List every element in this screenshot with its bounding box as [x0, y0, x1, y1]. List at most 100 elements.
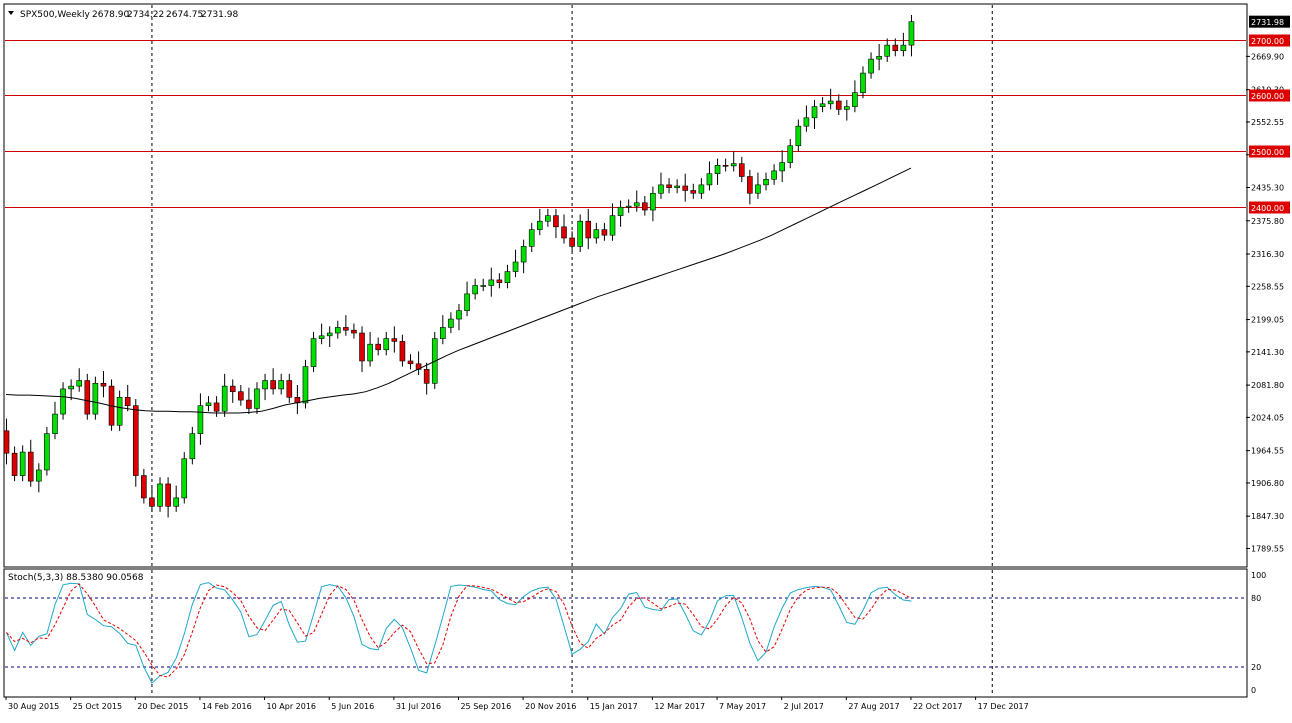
candle-body[interactable] [488, 279, 495, 286]
candle-body[interactable] [771, 170, 777, 180]
candle-body[interactable] [496, 279, 503, 284]
candle-body[interactable] [779, 162, 785, 172]
candle-body[interactable] [84, 380, 91, 415]
candle-body[interactable] [132, 405, 139, 476]
candle-body[interactable] [213, 402, 220, 412]
candle-body[interactable] [238, 391, 244, 401]
candle-body[interactable] [456, 310, 462, 320]
candle-body[interactable] [141, 475, 147, 499]
candle-body[interactable] [617, 206, 624, 216]
candle-body[interactable] [68, 385, 74, 390]
candle-body[interactable] [181, 458, 188, 499]
candle-body[interactable] [367, 343, 373, 362]
candle-body[interactable] [221, 385, 228, 412]
candle-body[interactable] [52, 413, 58, 434]
candle-body[interactable] [569, 237, 575, 247]
candle-body[interactable] [165, 483, 171, 507]
candle-body[interactable] [286, 380, 293, 398]
candle-body[interactable] [852, 92, 858, 107]
candle-body[interactable] [633, 202, 640, 207]
candle-body[interactable] [246, 399, 252, 409]
candle-body[interactable] [674, 185, 680, 188]
candle-body[interactable] [609, 215, 616, 236]
candle-body[interactable] [585, 220, 592, 239]
candle-body[interactable] [787, 145, 794, 163]
candle-body[interactable] [100, 383, 107, 387]
candle-body[interactable] [698, 184, 705, 194]
candle-body[interactable] [763, 178, 769, 186]
candle-body[interactable] [714, 165, 721, 175]
candle-body[interactable] [205, 402, 212, 406]
candle-body[interactable] [173, 497, 179, 507]
candle-body[interactable] [60, 388, 66, 415]
candle-body[interactable] [504, 271, 511, 284]
candle-body[interactable] [116, 396, 123, 426]
candle-body[interactable] [270, 380, 276, 390]
candle-body[interactable] [900, 44, 907, 52]
candle-body[interactable] [512, 261, 519, 272]
candle-body[interactable] [642, 202, 648, 211]
candle-body[interactable] [706, 173, 713, 186]
candle-body[interactable] [318, 335, 325, 339]
candle-body[interactable] [876, 56, 882, 60]
candle-body[interactable] [738, 163, 745, 177]
candle-body[interactable] [359, 332, 365, 362]
candle-body[interactable] [44, 433, 50, 471]
candle-body[interactable] [536, 220, 543, 230]
candle-body[interactable] [561, 226, 567, 239]
candle-body[interactable] [399, 341, 406, 362]
candle-body[interactable] [868, 58, 874, 74]
candle-body[interactable] [189, 433, 196, 460]
candle-body[interactable] [593, 229, 600, 239]
candle-body[interactable] [19, 451, 26, 476]
candle-body[interactable] [819, 103, 826, 107]
candle-body[interactable] [553, 215, 559, 228]
candle-body[interactable] [464, 293, 470, 311]
candle-body[interactable] [795, 125, 802, 147]
candle-body[interactable] [480, 285, 487, 287]
candle-body[interactable] [391, 338, 398, 342]
candle-body[interactable] [254, 388, 260, 409]
candle-body[interactable] [860, 72, 866, 93]
candle-body[interactable] [472, 285, 478, 295]
candle-body[interactable] [528, 229, 535, 247]
candle-body[interactable] [722, 165, 729, 167]
candle-body[interactable] [197, 405, 204, 434]
candle-body[interactable] [383, 338, 390, 351]
candle-body[interactable] [577, 220, 583, 247]
candle-body[interactable] [520, 246, 527, 263]
candle-body[interactable] [658, 184, 664, 194]
candle-body[interactable] [76, 380, 83, 387]
candle-body[interactable] [747, 176, 753, 194]
candle-body[interactable] [157, 483, 163, 507]
candle-body[interactable] [835, 100, 842, 110]
candle-body[interactable] [690, 190, 697, 194]
candle-body[interactable] [36, 469, 42, 482]
candle-body[interactable] [811, 106, 818, 119]
candle-body[interactable] [229, 385, 236, 393]
candle-body[interactable] [278, 380, 285, 390]
candle-body[interactable] [666, 184, 672, 188]
candle-body[interactable] [892, 44, 899, 52]
candle-body[interactable] [11, 452, 18, 476]
candle-body[interactable] [448, 318, 454, 328]
candle-body[interactable] [92, 383, 99, 415]
candle-body[interactable] [803, 117, 810, 127]
candle-body[interactable] [682, 185, 689, 191]
candle-body[interactable] [302, 366, 309, 404]
candle-body[interactable] [625, 205, 632, 208]
candle-body[interactable] [730, 163, 737, 167]
candle-body[interactable] [601, 229, 608, 236]
candle-body[interactable] [650, 192, 656, 211]
candle-body[interactable] [334, 327, 341, 334]
candle-body[interactable] [423, 369, 430, 384]
candle-body[interactable] [908, 21, 915, 46]
candle-body[interactable] [262, 380, 268, 390]
candle-body[interactable] [326, 332, 333, 337]
candle-body[interactable] [844, 106, 850, 110]
candle-body[interactable] [884, 44, 891, 57]
candle-body[interactable] [3, 430, 10, 454]
candle-body[interactable] [343, 327, 349, 331]
candle-body[interactable] [124, 396, 131, 406]
